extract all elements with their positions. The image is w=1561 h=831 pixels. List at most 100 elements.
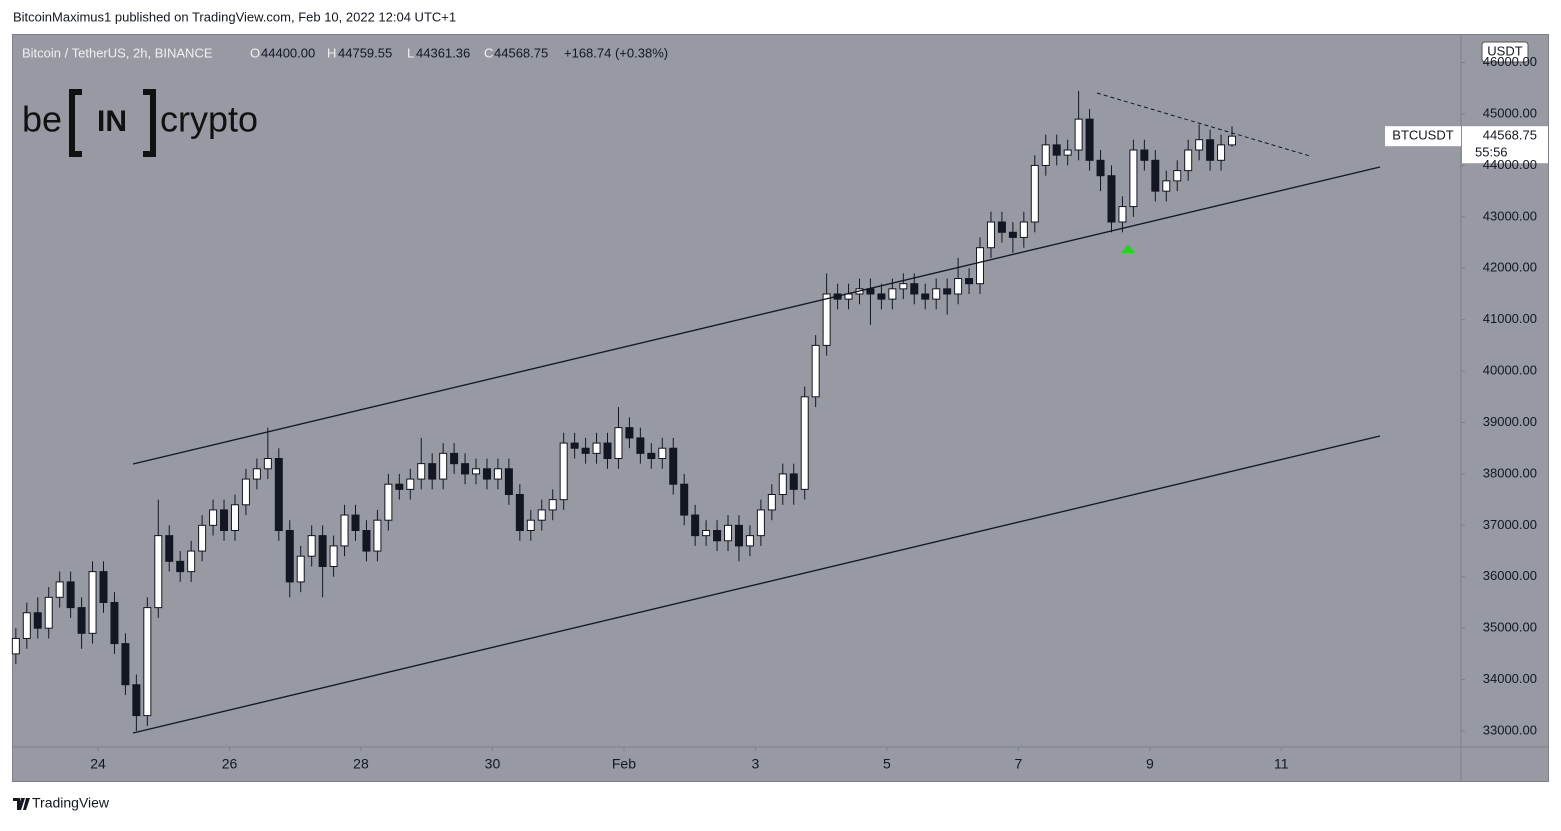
candle-body — [22, 612, 31, 639]
candle-body — [220, 509, 229, 531]
candle-body — [625, 427, 634, 439]
candle-body — [603, 442, 612, 460]
candle-body — [822, 293, 831, 346]
candle-body — [800, 396, 809, 490]
candle-body — [165, 535, 174, 562]
candle-body — [1162, 180, 1171, 192]
candle-body — [274, 458, 283, 531]
candle-body — [713, 529, 722, 542]
candle-body — [252, 468, 261, 480]
y-tick-label: 33000.00 — [1483, 722, 1537, 737]
candle-body — [559, 442, 568, 501]
candle-body — [340, 514, 349, 547]
x-tick-label: 28 — [353, 756, 369, 772]
candle-body — [1008, 231, 1017, 238]
last-price: 44568.75 — [1483, 128, 1537, 143]
legend-key: C — [484, 45, 493, 60]
logo-text: IN — [97, 105, 127, 138]
x-tick-label: 5 — [883, 756, 891, 772]
candle-body — [724, 524, 733, 542]
candle-body — [121, 643, 130, 686]
candle-body — [99, 571, 108, 603]
candle-body — [1019, 221, 1028, 238]
candle-body — [493, 468, 502, 480]
candle-body — [1030, 164, 1039, 223]
candle-body — [384, 483, 393, 521]
candle-body — [745, 535, 754, 547]
x-tick-label: 11 — [1274, 756, 1289, 772]
candle-body — [77, 607, 86, 634]
candle-body — [439, 452, 448, 480]
x-tick-label: Feb — [612, 756, 636, 772]
last-price-bg — [1462, 126, 1548, 164]
y-tick-label: 40000.00 — [1483, 363, 1537, 378]
publisher-line: BitcoinMaximus1 published on TradingView… — [13, 9, 456, 24]
legend-symbol: Bitcoin / TetherUS, 2h, BINANCE — [22, 45, 213, 60]
candle-body — [1173, 170, 1182, 182]
candle-body — [921, 293, 930, 300]
candle-body — [954, 278, 963, 295]
candle-body — [1041, 144, 1050, 166]
candle-body — [1217, 144, 1226, 161]
footer-brand: TradingView — [32, 795, 110, 811]
candle-body — [537, 509, 546, 521]
y-tick-label: 42000.00 — [1483, 260, 1537, 275]
candle-body — [329, 545, 338, 567]
candle-body — [482, 468, 491, 480]
candle-body — [187, 550, 196, 573]
y-tick-label: 36000.00 — [1483, 568, 1537, 583]
candle-body — [1118, 206, 1127, 223]
trend-line-lower — [132, 435, 1381, 734]
candle-body — [1063, 149, 1072, 156]
candle-body — [932, 288, 941, 300]
support-marker — [1121, 244, 1135, 253]
logo-text: be — [22, 99, 62, 140]
time-axis — [13, 747, 1461, 781]
candle-body — [1228, 135, 1237, 146]
candle-body — [811, 344, 820, 398]
candle-body — [504, 468, 513, 495]
candle-body — [351, 514, 360, 531]
candle-body — [1206, 139, 1215, 161]
y-tick-label: 38000.00 — [1483, 465, 1537, 480]
legend-ohlc: O 44400.00 H 44759.55 L 44361.36 C 44568… — [250, 45, 668, 60]
candle-body — [592, 442, 601, 454]
y-tick-label: 39000.00 — [1483, 414, 1537, 429]
legend-value: 44400.00 — [261, 45, 315, 60]
x-tick-label: 9 — [1146, 756, 1154, 772]
candle-body — [702, 529, 711, 537]
resistance-dashed — [1096, 92, 1311, 157]
legend-key: H — [327, 45, 336, 60]
candle-body — [943, 288, 952, 295]
candle-body — [888, 288, 897, 300]
candle-body — [647, 452, 656, 460]
last-price-box: BTCUSDT 44568.75 55:56 — [1385, 126, 1548, 164]
candle-body — [669, 447, 678, 485]
candle-body — [241, 478, 250, 506]
candle-body — [778, 473, 787, 495]
candle-body — [570, 442, 579, 449]
candle-body — [658, 447, 667, 460]
legend-key: O — [250, 45, 260, 60]
legend-value: 44361.36 — [416, 45, 470, 60]
candle-body — [1184, 149, 1193, 172]
candle-body — [143, 607, 152, 717]
candle-body — [230, 504, 239, 531]
currency-badge — [1481, 41, 1529, 63]
candle-body — [176, 560, 185, 573]
candle-body — [734, 524, 743, 547]
y-tick-label: 41000.00 — [1483, 311, 1537, 326]
candle-body — [132, 684, 141, 717]
x-tick-label: 30 — [485, 756, 501, 772]
candle-body — [417, 463, 426, 480]
candle-body — [33, 612, 42, 629]
legend-value: 44568.75 — [494, 45, 548, 60]
candle-body — [1096, 159, 1105, 177]
candle-body — [88, 571, 97, 634]
candle-body — [263, 458, 272, 470]
currency-label: USDT — [1487, 43, 1522, 58]
candle-body — [614, 427, 623, 460]
logo-text: crypto — [160, 99, 258, 140]
